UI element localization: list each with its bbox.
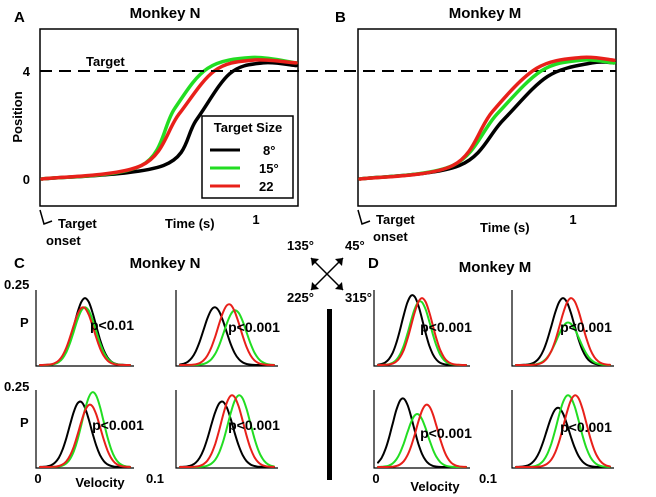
panel-c-subplots: p<0.01 p<0.001 p<0.001 p<0.001 [35, 290, 280, 469]
histogram-axes [35, 290, 134, 367]
panel-c-title: Monkey N [130, 255, 201, 272]
panel-letter-b: B [335, 9, 346, 26]
panel-c-ylabel-top: P [20, 315, 29, 330]
velocity-distribution-red [39, 403, 131, 469]
panel-b-title: Monkey M [449, 5, 522, 22]
panel-b-onset-arrow [357, 209, 371, 225]
legend-entry-15: 15° [259, 161, 279, 176]
divider-bar [327, 309, 332, 480]
panel-a-ytick-0: 0 [23, 172, 30, 187]
panel-b-onset-line1: Target [376, 212, 415, 227]
legend-title: Target Size [214, 120, 282, 135]
panel-c-xlabel: Velocity [75, 475, 125, 490]
panel-a-curves [40, 55, 298, 181]
panel-d-xtick-01: 0.1 [479, 471, 497, 486]
velocity-distribution-black [179, 306, 275, 366]
velocity-distribution-red [515, 297, 611, 366]
histogram-axes [175, 390, 278, 469]
velocity-distribution-green [39, 306, 131, 366]
velocity-distribution-red [377, 297, 467, 366]
panel-letter-d: D [368, 255, 379, 272]
p-value-label: p<0.001 [92, 417, 144, 433]
panel-c-xtick-01: 0.1 [146, 471, 164, 486]
panel-a-frame [39, 28, 299, 207]
velocity-distribution-red [377, 403, 467, 469]
histogram-axes [175, 290, 278, 367]
position-trace-8 [40, 60, 298, 181]
p-value-label: p<0.001 [560, 419, 612, 435]
velocity-distribution-black [179, 400, 275, 469]
panel-a-ytick-4: 4 [23, 64, 31, 79]
velocity-distribution-red [179, 303, 275, 366]
panel-d-xtick-0: 0 [372, 471, 379, 486]
velocity-distribution-red [39, 306, 131, 366]
panel-b-xlabel: Time (s) [480, 220, 530, 235]
legend-entry-8: 8° [263, 143, 275, 158]
histogram-axes [373, 390, 470, 469]
panel-d-xlabel: Velocity [410, 479, 460, 494]
histogram-axes [511, 290, 614, 367]
compass-label-225: 225° [287, 290, 314, 305]
panel-d-title: Monkey M [459, 259, 532, 276]
panel-c-xtick-0: 0 [34, 471, 41, 486]
p-value-label: p<0.001 [228, 319, 280, 335]
direction-compass [310, 257, 344, 291]
p-value-label: p<0.01 [90, 317, 134, 333]
velocity-distribution-black [515, 406, 611, 469]
p-value-label: p<0.001 [228, 417, 280, 433]
p-value-label: p<0.001 [420, 425, 472, 441]
p-value-label: p<0.001 [420, 319, 472, 335]
histogram-axes [35, 390, 134, 469]
histogram-axes [511, 390, 614, 469]
panel-b-xtick-1: 1 [569, 212, 576, 227]
panel-a-xtick-1: 1 [252, 212, 259, 227]
velocity-distribution-red [515, 394, 611, 469]
legend-box [201, 115, 294, 199]
panel-c-ylabel-bottom: P [20, 415, 29, 430]
target-label: Target [86, 54, 125, 69]
position-trace-22 [358, 55, 616, 181]
panel-letter-c: C [14, 255, 25, 272]
panel-letter-a: A [14, 9, 25, 26]
panel-a-onset-arrow [39, 209, 53, 225]
histogram-axes [373, 290, 470, 367]
panel-b-curves [358, 55, 616, 181]
panel-c-ytick-bottom: 0.25 [4, 379, 29, 394]
velocity-distribution-green [377, 412, 467, 469]
panel-c-ytick-top: 0.25 [4, 277, 29, 292]
velocity-distribution-red [179, 394, 275, 469]
compass-label-315: 315° [345, 290, 372, 305]
panel-d-subplots: p<0.001 p<0.001 p<0.001 p<0.001 [373, 290, 614, 469]
p-value-label: p<0.001 [560, 319, 612, 335]
panel-b-onset-line2: onset [373, 229, 408, 244]
compass-label-45: 45° [345, 238, 365, 253]
position-trace-22 [40, 58, 298, 181]
panel-b-frame [357, 28, 617, 207]
legend-entry-22: 22 [259, 179, 273, 194]
panel-a-xlabel: Time (s) [165, 216, 215, 231]
compass-label-135: 135° [287, 238, 314, 253]
panel-a-ylabel: Position [10, 91, 25, 142]
panel-a-onset-line2: onset [46, 233, 81, 248]
velocity-distribution-black [515, 297, 611, 366]
panel-a-title: Monkey N [130, 5, 201, 22]
panel-a-onset-line1: Target [58, 216, 97, 231]
